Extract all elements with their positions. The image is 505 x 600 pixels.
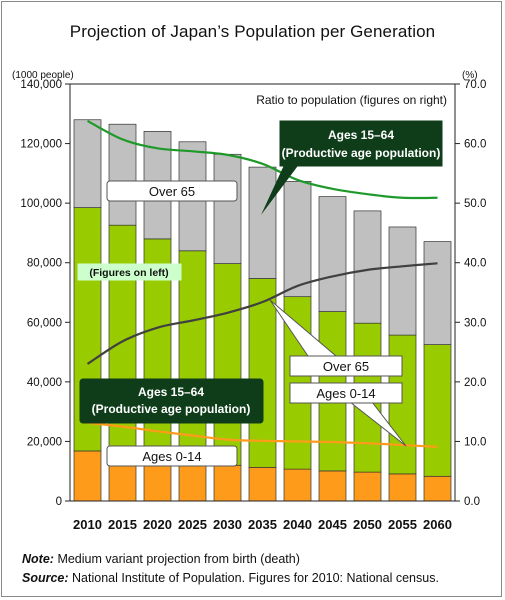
right-axis-tick-label: 10.0 xyxy=(464,436,486,448)
left-axis-unit: (1000 people) xyxy=(12,70,74,81)
ratio-line-ages-0-14 xyxy=(87,421,438,448)
x-axis-tick-label: 2040 xyxy=(283,517,312,532)
callout-pointer-working-ratio xyxy=(261,163,300,215)
x-axis-tick-label: 2010 xyxy=(73,517,102,532)
bar-segment-ages-0-14 xyxy=(283,468,312,502)
label-box-working-ratio xyxy=(279,120,443,167)
chart-title: Projection of Japan’s Population per Gen… xyxy=(69,22,436,41)
annotations-layer: Over 65 (Figures on left) Ages 15–64 (Produ… xyxy=(77,120,443,467)
ratio-line-ages-15-64 xyxy=(86,119,438,200)
bar-segment-over-65 xyxy=(353,210,382,324)
bar-segment-ages-0-14 xyxy=(178,461,207,502)
x-axis-tick-label: 2015 xyxy=(108,517,137,532)
note-text: Medium variant projection from birth (de… xyxy=(57,552,300,566)
label-working-ratio-line2: (Productive age population) xyxy=(282,146,441,160)
x-axis-tick-label: 2045 xyxy=(318,517,347,532)
right-axis-tick-label: 40.0 xyxy=(464,258,486,270)
bar-segment-ages-15-64 xyxy=(213,263,242,466)
left-axis-tick-label: 60,000 xyxy=(27,317,62,329)
right-axis-tick-label: 30.0 xyxy=(464,317,486,329)
ratio-lines-layer xyxy=(86,119,438,448)
bar-segment-ages-0-14 xyxy=(73,450,102,502)
right-axis-tick-label: 20.0 xyxy=(464,377,486,389)
source-label: Source: xyxy=(22,571,69,585)
note-line: Note: Medium variant projection from bir… xyxy=(22,550,439,569)
label-working-bars-line1: Ages 15–64 xyxy=(138,385,204,399)
label-over-65-bars: Over 65 xyxy=(149,184,195,199)
label-working-bars-line2: (Productive age population) xyxy=(92,402,251,416)
x-axis-tick-label: 2055 xyxy=(388,517,417,532)
bar-segment-over-65 xyxy=(318,196,347,312)
x-axis-tick-label: 2060 xyxy=(423,517,452,532)
label-child-bars: Ages 0-14 xyxy=(142,449,201,464)
right-axis-tick-label: 0.0 xyxy=(464,496,480,508)
right-axis-unit: (%) xyxy=(462,70,478,81)
bar-segment-over-65 xyxy=(388,226,417,336)
x-axis-tick-label: 2025 xyxy=(178,517,207,532)
bar-segment-over-65 xyxy=(73,119,102,208)
bar-segment-ages-0-14 xyxy=(423,475,452,502)
label-figures-on-left: (Figures on left) xyxy=(89,267,168,279)
label-box-figures-on-left xyxy=(77,263,182,281)
label-over-65-ratio: Over 65 xyxy=(323,359,369,374)
right-axis-tick-label: 70.0 xyxy=(464,79,486,91)
plot-area-border xyxy=(69,83,456,502)
x-axis-tick-label: 2050 xyxy=(353,517,382,532)
bars-layer xyxy=(73,119,452,502)
left-axis-tick-label: 0 xyxy=(56,496,62,508)
bar-segment-ages-0-14 xyxy=(318,470,347,502)
x-axis-tick-label: 2030 xyxy=(213,517,242,532)
notes-block: Note: Medium variant projection from bir… xyxy=(22,550,439,588)
bar-segment-ages-15-64 xyxy=(248,278,277,468)
note-label: Note: xyxy=(22,552,54,566)
label-box-child-ratio xyxy=(289,382,403,404)
bar-segment-ages-15-64 xyxy=(178,250,207,463)
bar-segment-over-65 xyxy=(283,181,312,298)
source-text: National Institute of Population. Figure… xyxy=(72,571,439,585)
right-axis-tick-label: 60.0 xyxy=(464,139,486,151)
left-axis-tick-label: 40,000 xyxy=(27,377,62,389)
bar-segment-ages-15-64 xyxy=(423,344,452,477)
left-axis-tick-label: 80,000 xyxy=(27,258,62,270)
bar-segment-ages-0-14 xyxy=(353,471,382,502)
bar-segment-over-65 xyxy=(108,123,137,226)
label-box-child-bars xyxy=(106,445,238,467)
bar-segment-over-65 xyxy=(213,153,242,264)
label-child-ratio: Ages 0-14 xyxy=(316,386,375,401)
bar-segment-ages-0-14 xyxy=(248,466,277,502)
bar-segment-ages-0-14 xyxy=(213,464,242,502)
bar-segment-over-65 xyxy=(248,166,277,279)
label-box-working-bars xyxy=(79,378,264,424)
source-line: Source: National Institute of Population… xyxy=(22,569,439,588)
axes-layer: 0 20,000 40,000 60,000 80,000 100,000 120,000 1… xyxy=(12,70,486,532)
left-axis-tick-label: 140,000 xyxy=(20,79,62,91)
left-axis-tick-label: 20,000 xyxy=(27,436,62,448)
label-working-ratio-line1: Ages 15–64 xyxy=(328,128,394,142)
bar-segment-ages-0-14 xyxy=(388,473,417,502)
label-box-over-65-ratio xyxy=(289,355,403,377)
x-axis-tick-label: 2020 xyxy=(143,517,172,532)
right-axis-note: Ratio to population (figures on right) xyxy=(256,93,447,107)
x-axis-tick-label: 2035 xyxy=(248,517,277,532)
left-axis-tick-label: 100,000 xyxy=(20,198,62,210)
right-axis-tick-label: 50.0 xyxy=(464,198,486,210)
label-box-over-65-bars xyxy=(106,180,238,202)
bar-segment-over-65 xyxy=(423,241,452,345)
left-axis-tick-label: 120,000 xyxy=(20,139,62,151)
ratio-line-over-65 xyxy=(86,262,438,365)
